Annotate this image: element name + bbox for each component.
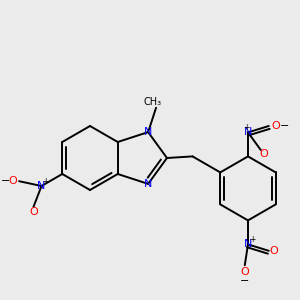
Text: N: N xyxy=(144,127,152,137)
Text: O: O xyxy=(29,207,38,217)
Text: −: − xyxy=(0,176,10,186)
Text: N: N xyxy=(37,181,46,191)
Text: N: N xyxy=(244,128,252,137)
Text: O: O xyxy=(272,121,280,131)
Text: +: + xyxy=(243,123,249,132)
Text: N: N xyxy=(244,239,252,249)
Text: +: + xyxy=(249,235,255,244)
Text: O: O xyxy=(9,176,17,186)
Text: O: O xyxy=(260,149,268,159)
Text: −: − xyxy=(280,121,289,131)
Text: N: N xyxy=(144,179,152,189)
Text: −: − xyxy=(240,276,250,286)
Text: +: + xyxy=(42,178,49,187)
Text: CH₃: CH₃ xyxy=(144,97,162,107)
Text: O: O xyxy=(269,246,278,256)
Text: O: O xyxy=(240,267,249,277)
